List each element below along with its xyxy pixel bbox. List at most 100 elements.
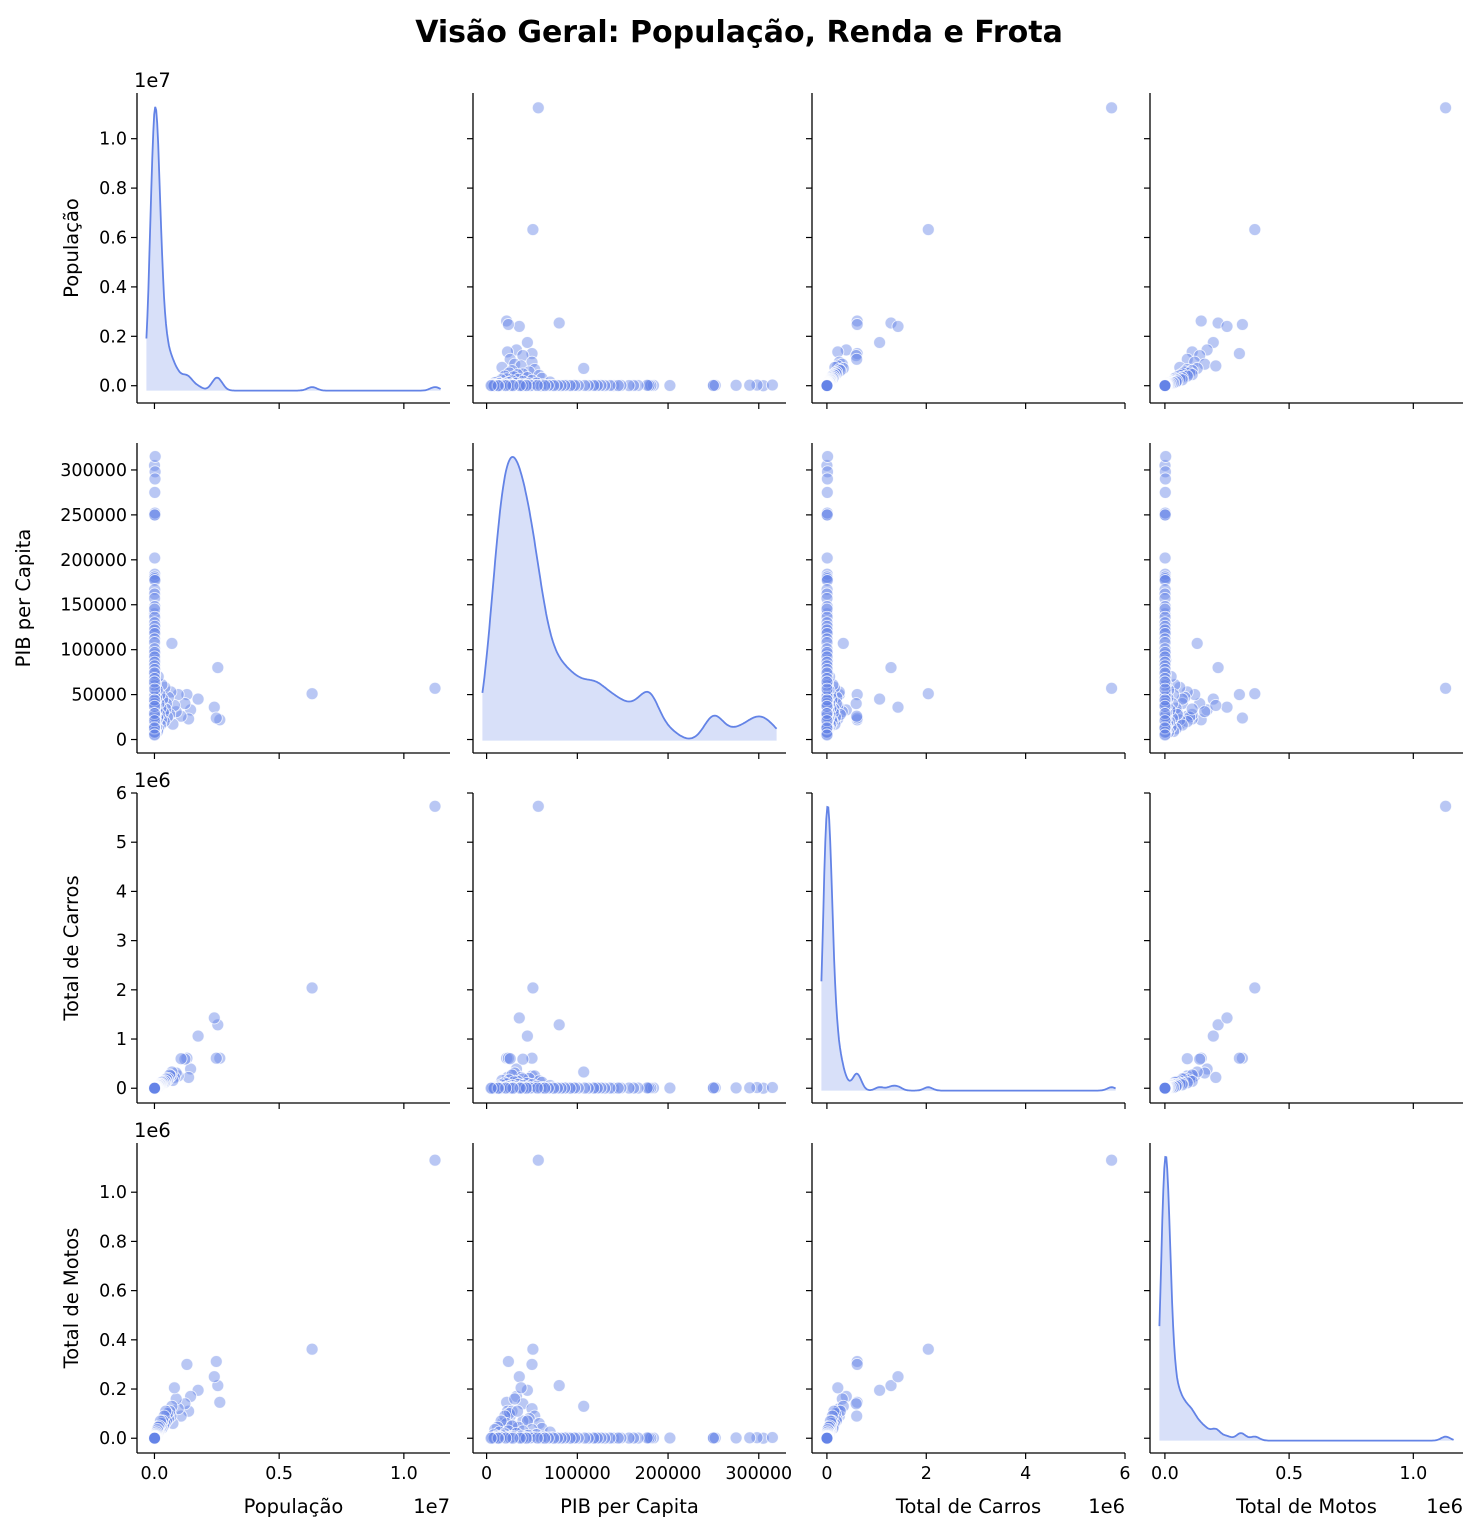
data-point — [169, 1392, 183, 1406]
data-point — [594, 1081, 608, 1095]
data-point — [820, 714, 834, 728]
data-point — [743, 378, 757, 392]
data-point — [729, 378, 743, 392]
data-point — [182, 712, 196, 726]
data-point — [554, 1081, 568, 1095]
y-tick-label: 0.4 — [99, 1331, 127, 1351]
data-point — [750, 1081, 764, 1095]
data-point — [849, 1397, 863, 1411]
data-point — [506, 379, 520, 393]
data-point — [148, 632, 162, 646]
data-point — [148, 682, 162, 696]
data-point — [178, 697, 192, 711]
y-offset-pop: 1e7 — [134, 69, 171, 92]
data-point — [631, 1431, 645, 1445]
data-point — [581, 1081, 595, 1095]
data-point — [523, 1081, 537, 1095]
data-point — [516, 1052, 530, 1066]
data-point — [765, 1431, 779, 1444]
panel-carros-vs-pib — [467, 792, 786, 1109]
data-point — [820, 659, 834, 673]
panel-carros-vs-carros — [806, 792, 1126, 1109]
data-point — [820, 728, 834, 742]
y-tick-label: 1.0 — [99, 1183, 127, 1203]
data-point — [1158, 1081, 1172, 1095]
data-point — [503, 1052, 517, 1066]
data-point — [587, 379, 601, 392]
x-tick-label: 0.5 — [265, 1464, 293, 1484]
data-point — [765, 378, 779, 392]
data-point — [1158, 616, 1172, 630]
y-axis-label-motos: Total de Motos — [60, 1228, 83, 1370]
data-point — [750, 378, 764, 392]
data-point — [148, 619, 162, 633]
data-point — [541, 1431, 555, 1445]
data-point — [873, 692, 887, 706]
data-point — [820, 689, 834, 703]
y-tick-label: 3 — [116, 932, 127, 952]
data-point — [640, 1431, 654, 1445]
data-point — [1180, 352, 1194, 366]
data-point — [484, 1081, 498, 1095]
data-point — [1439, 101, 1453, 115]
data-point — [534, 1081, 548, 1095]
panel-pib-vs-pop: 0 50000 100000 150000 200000 250000 300000 — [60, 443, 450, 759]
data-point — [1158, 632, 1172, 646]
data-point — [831, 1381, 845, 1395]
panel-pib-vs-pib — [467, 443, 786, 759]
data-point — [1158, 699, 1172, 713]
data-point — [850, 709, 864, 723]
data-point — [305, 687, 319, 701]
data-point — [850, 352, 864, 366]
data-point — [534, 1431, 548, 1445]
data-point — [820, 655, 834, 669]
data-point — [148, 721, 161, 735]
x-tick-label: 0.0 — [141, 1464, 169, 1484]
data-point — [1206, 1029, 1220, 1043]
data-point — [594, 1431, 608, 1445]
data-point — [494, 1414, 508, 1428]
data-point — [587, 1431, 601, 1445]
data-point — [663, 379, 677, 392]
data-point — [820, 671, 834, 685]
data-point — [148, 607, 161, 621]
data-point — [484, 379, 498, 393]
data-point — [305, 981, 319, 995]
data-point — [148, 623, 162, 637]
data-point — [587, 1081, 601, 1095]
data-point — [514, 1381, 528, 1395]
data-point — [484, 1431, 498, 1445]
data-point — [525, 1402, 539, 1416]
data-point — [820, 616, 834, 630]
data-point — [590, 379, 604, 392]
data-point — [750, 1431, 764, 1445]
data-point — [1158, 619, 1172, 633]
data-point — [501, 318, 515, 331]
data-point — [552, 1018, 566, 1032]
data-point — [558, 1081, 572, 1095]
data-point — [148, 686, 162, 700]
data-point — [1198, 357, 1212, 371]
data-point — [921, 687, 935, 701]
x-tick-label: 6 — [1119, 1464, 1130, 1484]
data-point — [1209, 359, 1223, 373]
data-point — [167, 1381, 181, 1395]
data-point — [550, 379, 564, 392]
data-point — [729, 1431, 743, 1445]
panel-motos-vs-motos: 0.0 0.5 1.0 — [1144, 1143, 1463, 1484]
y-tick-label: 4 — [116, 882, 127, 902]
data-point — [148, 616, 162, 630]
data-point — [820, 679, 834, 693]
data-point — [873, 336, 887, 349]
data-point — [520, 336, 534, 349]
data-point — [1439, 799, 1453, 813]
y-tick-label: 200000 — [60, 551, 127, 571]
data-point — [554, 1431, 568, 1445]
data-point — [148, 472, 162, 486]
data-point — [743, 1431, 757, 1445]
kde-line-pop — [145, 106, 442, 392]
data-point — [563, 1081, 577, 1095]
data-point — [1105, 681, 1119, 695]
data-point — [820, 607, 834, 621]
